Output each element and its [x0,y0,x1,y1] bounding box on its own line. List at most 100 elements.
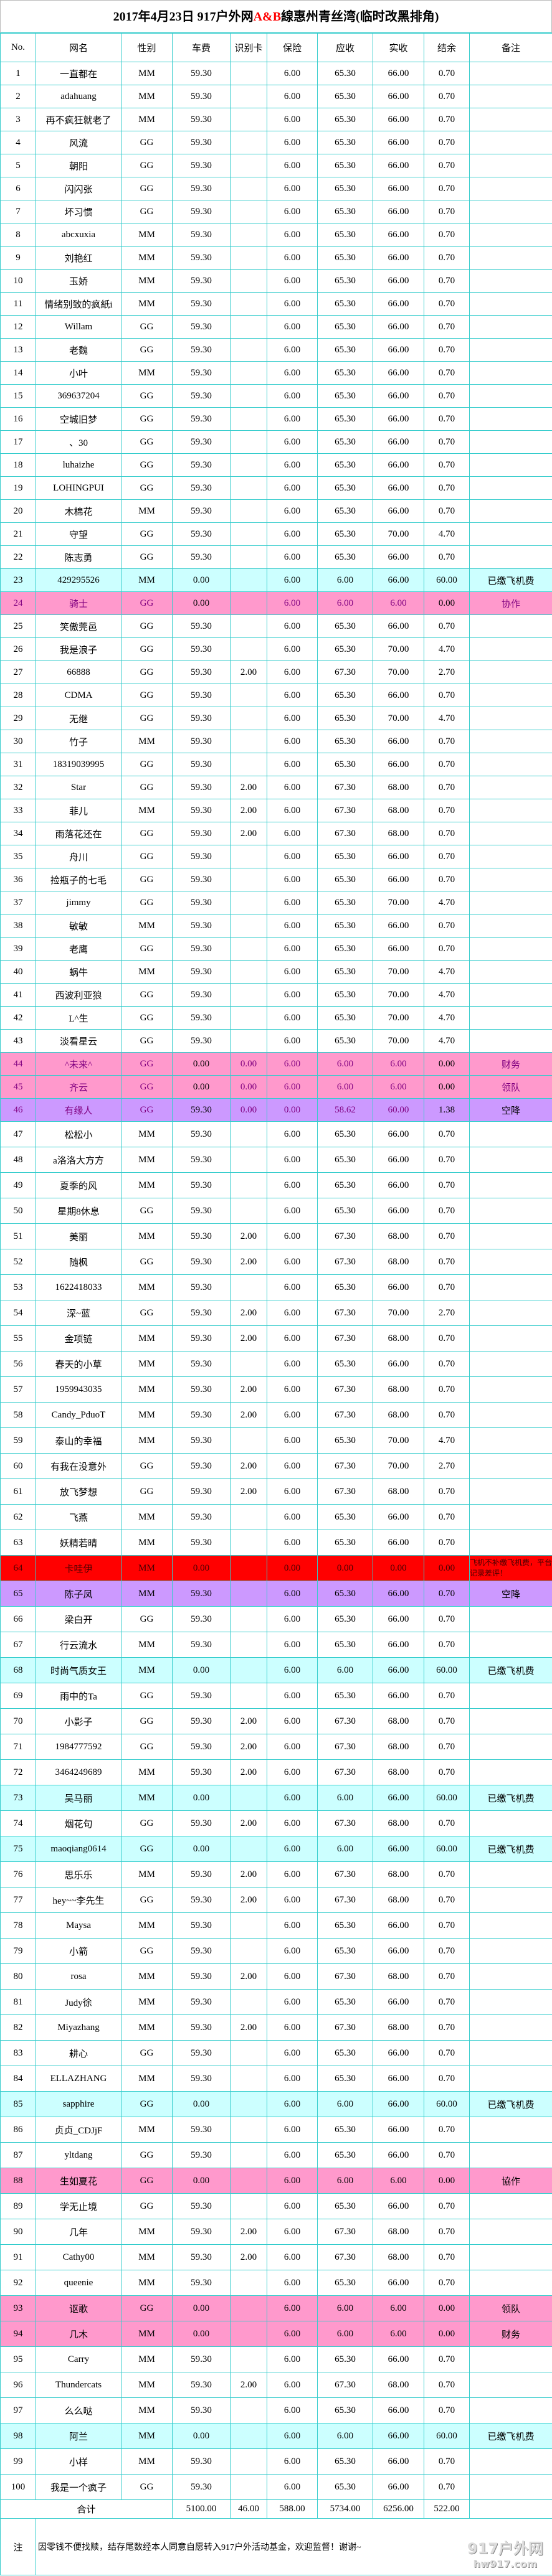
cell-insurance: 6.00 [267,62,318,85]
cell-gender: MM [121,269,173,293]
cell-nickname: 玉娇 [36,269,121,293]
cell-fare: 59.30 [172,753,231,776]
cell-nickname: 陈志勇 [36,545,121,569]
table-row: 31 18319039995 GG 59.30 6.00 65.30 66.00 0.70 [0,753,552,776]
cell-no: 81 [0,1989,36,2015]
cell-balance: 0.70 [424,315,470,339]
cell-remark: 已缴飞机费 [469,1785,552,1811]
cell-remark: 空降 [469,1098,552,1122]
cell-insurance: 6.00 [267,1810,318,1836]
cell-gender: GG [121,707,173,730]
cell-id-card [230,1657,267,1683]
cell-nickname: 1959943035 [36,1376,121,1403]
cell-id-card [230,1989,267,2015]
cell-id-card [230,1632,267,1658]
cell-balance: 0.70 [424,2066,470,2092]
cell-amount-paid: 70.00 [373,1300,424,1326]
cell-fare: 59.30 [172,960,231,984]
cell-gender: GG [121,384,173,408]
cell-fare: 59.30 [172,246,231,270]
cell-fare: 59.30 [172,407,231,431]
cell-amount-paid: 68.00 [373,1376,424,1403]
cell-no: 88 [0,2168,36,2194]
cell-fare: 59.30 [172,1632,231,1658]
table-row: 46 有缘人 GG 59.30 0.00 0.00 58.62 60.00 1.38 空降 [0,1098,552,1122]
total-balance: 522.00 [424,2499,470,2519]
cell-insurance: 6.00 [267,131,318,154]
cell-amount-paid: 66.00 [373,1530,424,1556]
cell-fare: 59.30 [172,62,231,85]
cell-balance: 0.70 [424,476,470,500]
cell-id-card [230,108,267,131]
cell-amount-due: 67.30 [317,1810,373,1836]
cell-no: 52 [0,1249,36,1275]
cell-nickname: 生如夏花 [36,2168,121,2194]
cell-amount-due: 67.30 [317,1223,373,1249]
cell-amount-paid: 66.00 [373,730,424,753]
table-row: 27 66888 GG 59.30 2.00 6.00 67.30 70.00 2.70 [0,660,552,684]
cell-remark [469,407,552,431]
cell-balance: 0.70 [424,2117,470,2143]
header-row: No. 网名 性别 车费 识别卡 保险 应收 实收 结余 备注 [0,33,552,62]
cell-nickname: 429295526 [36,568,121,592]
cell-remark [469,1683,552,1709]
table-row: 69 雨中的Ta GG 59.30 6.00 65.30 66.00 0.70 [0,1683,552,1709]
table-row: 9 刘艳红 MM 59.30 6.00 65.30 66.00 0.70 [0,246,552,270]
cell-remark [469,1478,552,1505]
footer-note-row: 注 因零钱不便找赎，结存尾数经本人同意自愿转入917户外活动基金，欢迎监督！谢谢… [0,2518,552,2575]
cell-id-card [230,2270,267,2296]
cell-id-card [230,2066,267,2092]
cell-id-card [230,269,267,293]
cell-balance: 2.70 [424,1300,470,1326]
cell-balance: 0.70 [424,1504,470,1530]
watermark-line2: hw917.com [473,2558,538,2570]
cell-balance: 0.70 [424,361,470,385]
table-row: 77 hey~~李先生 GG 59.30 2.00 6.00 67.30 68.00 0.70 [0,1887,552,1913]
cell-amount-due: 6.00 [317,2168,373,2194]
cell-id-card [230,430,267,454]
table-row: 57 1959943035 MM 59.30 2.00 6.00 67.30 68.00 0.7… [0,1376,552,1403]
cell-insurance: 6.00 [267,1861,318,1887]
table-row: 53 1622418033 MM 59.30 6.00 65.30 66.00 0.70 [0,1274,552,1300]
cell-amount-due: 6.00 [317,2091,373,2117]
cell-id-card: 0.00 [230,1052,267,1076]
cell-gender: MM [121,62,173,85]
table-row: 97 么么哒 MM 59.30 6.00 65.30 66.00 0.70 [0,2397,552,2423]
cell-fare: 59.30 [172,2448,231,2475]
cell-amount-due: 65.30 [317,1504,373,1530]
cell-amount-due: 67.30 [317,799,373,822]
cell-balance: 0.70 [424,1912,470,1939]
cell-remark [469,1274,552,1300]
cell-fare: 59.30 [172,776,231,799]
cell-amount-paid: 66.00 [373,62,424,85]
cell-amount-paid: 70.00 [373,891,424,914]
cell-nickname: Maysa [36,1912,121,1939]
table-row: 75 maoqiang0614 GG 0.00 6.00 6.00 66.00 60.00 已缴… [0,1836,552,1862]
cell-fare: 59.30 [172,1300,231,1326]
table-row: 30 竹子 MM 59.30 6.00 65.30 66.00 0.70 [0,730,552,753]
cell-nickname: 情绪别致的疯紙i [36,292,121,316]
cell-fare: 0.00 [172,1657,231,1683]
table-row: 51 美丽 MM 59.30 2.00 6.00 67.30 68.00 0.70 [0,1223,552,1249]
cell-amount-due: 65.30 [317,430,373,454]
table-row: 86 贞贞_CDJjF MM 59.30 6.00 65.30 66.00 0.70 [0,2117,552,2143]
cell-no: 23 [0,568,36,592]
cell-gender: GG [121,637,173,661]
cell-insurance: 6.00 [267,1989,318,2015]
table-row: 90 几年 MM 59.30 2.00 6.00 67.30 68.00 0.70 [0,2219,552,2245]
cell-nickname: Willam [36,315,121,339]
cell-amount-paid: 66.00 [373,338,424,362]
cell-no: 17 [0,430,36,454]
cell-amount-paid: 66.00 [373,269,424,293]
cell-amount-paid: 66.00 [373,1836,424,1862]
table-row: 68 时尚气质女王 MM 0.00 6.00 6.00 66.00 60.00 已缴飞机费 [0,1657,552,1683]
cell-gender: MM [121,799,173,822]
cell-amount-due: 65.30 [317,361,373,385]
cell-balance: 4.70 [424,637,470,661]
cell-nickname: 再不疯狂就老了 [36,108,121,131]
cell-nickname: 随枫 [36,1249,121,1275]
cell-id-card [230,85,267,108]
cell-insurance: 6.00 [267,822,318,845]
cell-fare: 59.30 [172,1963,231,1990]
cell-balance: 4.70 [424,960,470,984]
